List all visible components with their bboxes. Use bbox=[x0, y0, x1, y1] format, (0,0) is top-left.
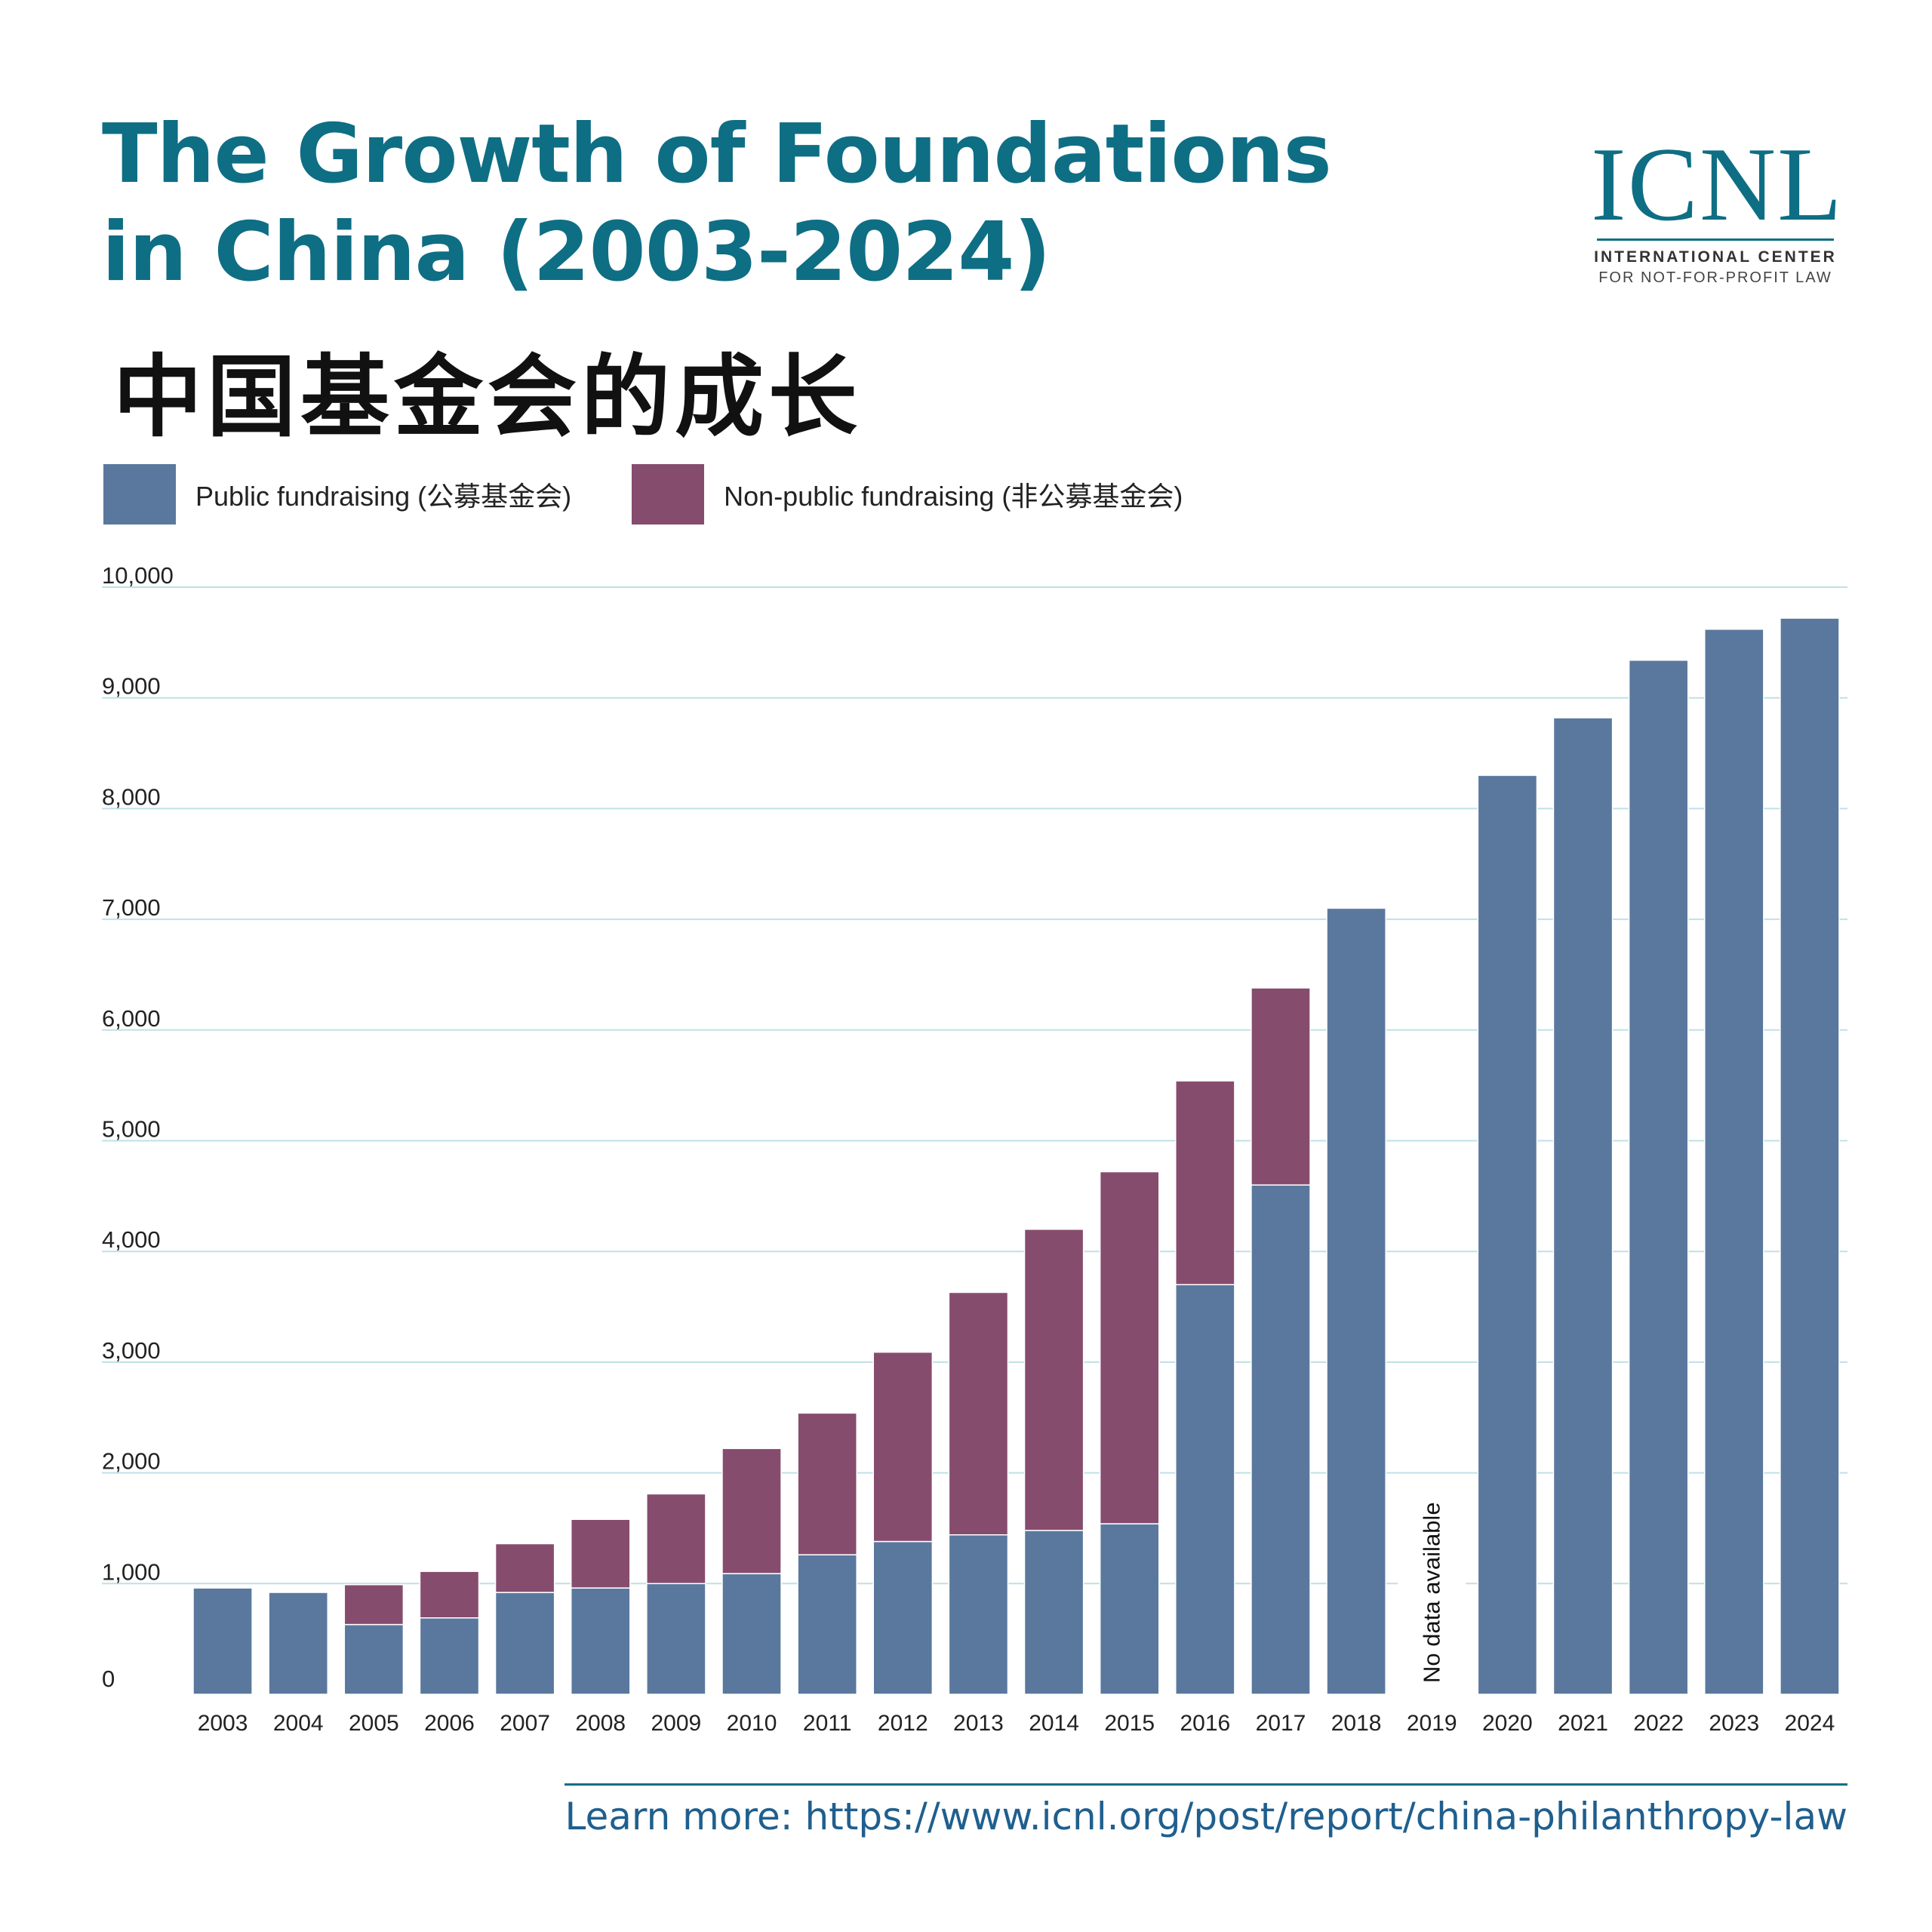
title-line-2: in China (2003-2024) bbox=[102, 205, 1051, 300]
legend-label-non-public: Non-public fundraising (非公募基金会) bbox=[724, 481, 1183, 512]
logo-mark: ICNL bbox=[1591, 126, 1844, 243]
x-tick-label: 2015 bbox=[1104, 1711, 1155, 1736]
y-tick-label: 6,000 bbox=[102, 1005, 161, 1032]
x-tick-label: 2012 bbox=[878, 1711, 928, 1736]
bar-public bbox=[192, 1587, 253, 1695]
bar-non-public bbox=[1023, 1229, 1084, 1531]
bar-non-public bbox=[1251, 987, 1311, 1186]
y-tick-label: 8,000 bbox=[102, 783, 161, 810]
page-title: The Growth of Foundations in China (2003… bbox=[102, 106, 1460, 302]
no-data-annotation: No data available bbox=[1418, 1502, 1444, 1683]
y-tick-label: 9,000 bbox=[102, 673, 161, 700]
x-tick-label: 2009 bbox=[651, 1711, 702, 1736]
bar-non-public bbox=[494, 1543, 555, 1593]
bar-public bbox=[1703, 628, 1764, 1695]
footer-divider bbox=[565, 1783, 1847, 1786]
bar-public bbox=[1552, 717, 1614, 1695]
logo-line-2: FOR NOT-FOR-PROFIT LAW bbox=[1598, 269, 1832, 286]
bar-non-public bbox=[721, 1447, 782, 1574]
bar-public bbox=[1175, 1284, 1235, 1695]
bar-non-public bbox=[872, 1351, 934, 1543]
learn-more-link[interactable]: Learn more: https://www.icnl.org/post/re… bbox=[565, 1795, 1847, 1838]
bar-public bbox=[797, 1554, 857, 1695]
icnl-logo: ICNL INTERNATIONAL CENTER FOR NOT-FOR-PR… bbox=[1591, 126, 1844, 287]
bar-public bbox=[1326, 907, 1386, 1695]
bar-public bbox=[494, 1592, 555, 1695]
legend-item-public: Public fundraising (公募基金会) bbox=[103, 464, 571, 525]
x-tick-label: 2021 bbox=[1558, 1711, 1608, 1736]
legend-item-non-public: Non-public fundraising (非公募基金会) bbox=[632, 464, 1183, 525]
x-tick-label: 2020 bbox=[1482, 1711, 1533, 1736]
bar-public bbox=[343, 1623, 405, 1695]
bar-non-public bbox=[1099, 1171, 1160, 1524]
x-tick-label: 2024 bbox=[1785, 1711, 1835, 1736]
y-tick-label: 2,000 bbox=[102, 1448, 161, 1475]
legend-swatch-public bbox=[103, 464, 176, 525]
x-tick-label: 2003 bbox=[198, 1711, 248, 1736]
bar-public bbox=[1628, 660, 1689, 1695]
title-line-1: The Growth of Foundations bbox=[102, 107, 1332, 202]
y-tick-label: 0 bbox=[102, 1666, 115, 1692]
x-tick-label: 2019 bbox=[1407, 1711, 1457, 1736]
bar-non-public bbox=[646, 1493, 706, 1585]
bar-public bbox=[268, 1592, 329, 1695]
legend-swatch-non-public bbox=[632, 464, 705, 525]
bar-public bbox=[721, 1573, 782, 1695]
y-tick-label: 10,000 bbox=[102, 562, 174, 589]
bar-non-public bbox=[797, 1412, 857, 1555]
bar-non-public bbox=[948, 1291, 1009, 1536]
y-tick-label: 5,000 bbox=[102, 1116, 161, 1143]
y-tick-label: 7,000 bbox=[102, 894, 161, 921]
bar-public bbox=[1099, 1523, 1160, 1695]
bar-public bbox=[419, 1617, 480, 1695]
x-tick-label: 2014 bbox=[1029, 1711, 1079, 1736]
x-tick-label: 2010 bbox=[727, 1711, 777, 1736]
bar-public bbox=[570, 1587, 631, 1695]
x-tick-label: 2023 bbox=[1709, 1711, 1759, 1736]
bar-public bbox=[1251, 1184, 1311, 1695]
bar-non-public bbox=[419, 1571, 480, 1619]
legend-label-public: Public fundraising (公募基金会) bbox=[195, 481, 572, 512]
bar-non-public bbox=[570, 1518, 631, 1589]
x-tick-label: 2004 bbox=[273, 1711, 324, 1736]
bar-non-public bbox=[343, 1584, 405, 1626]
chinese-subtitle: 中国基金会的成长 bbox=[113, 344, 863, 449]
logo-line-1: INTERNATIONAL CENTER bbox=[1594, 248, 1837, 266]
x-tick-label: 2005 bbox=[349, 1711, 399, 1736]
x-tick-label: 2011 bbox=[803, 1711, 852, 1736]
x-tick-label: 2017 bbox=[1256, 1711, 1306, 1736]
x-tick-label: 2022 bbox=[1633, 1711, 1684, 1736]
x-tick-label: 2007 bbox=[500, 1711, 550, 1736]
x-tick-label: 2008 bbox=[575, 1711, 626, 1736]
x-tick-label: 2013 bbox=[953, 1711, 1004, 1736]
x-tick-label: 2016 bbox=[1180, 1711, 1230, 1736]
y-tick-label: 1,000 bbox=[102, 1558, 161, 1585]
x-tick-label: 2018 bbox=[1331, 1711, 1382, 1736]
chart-legend: Public fundraising (公募基金会) Non-public fu… bbox=[103, 464, 1243, 525]
logo-divider bbox=[1597, 238, 1834, 241]
bar-public bbox=[948, 1534, 1009, 1695]
bar-public bbox=[646, 1583, 706, 1695]
bar-public bbox=[1023, 1530, 1084, 1695]
bar-public bbox=[1780, 617, 1840, 1695]
y-tick-label: 3,000 bbox=[102, 1337, 161, 1364]
bar-public bbox=[872, 1540, 934, 1695]
bar-public bbox=[1477, 774, 1538, 1695]
y-tick-label: 4,000 bbox=[102, 1226, 161, 1253]
bar-non-public bbox=[1175, 1080, 1235, 1285]
x-tick-label: 2006 bbox=[424, 1711, 475, 1736]
